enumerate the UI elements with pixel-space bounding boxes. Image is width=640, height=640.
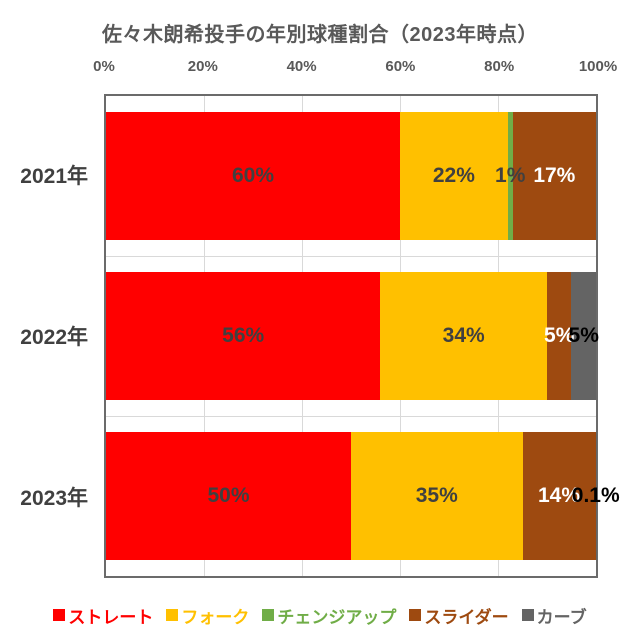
legend: ストレート フォーク チェンジアップ スライダー カーブ bbox=[0, 600, 640, 630]
legend-item: フォーク bbox=[166, 603, 249, 628]
legend-item: チェンジアップ bbox=[262, 603, 396, 628]
data-label: 17% bbox=[533, 163, 576, 187]
legend-swatch-icon bbox=[409, 609, 422, 621]
bar-segment-フォーク: 22% bbox=[400, 111, 508, 240]
legend-swatch-icon bbox=[166, 609, 179, 621]
bar-segment-ストレート: 56% bbox=[106, 271, 381, 400]
stacked-bar: 56% 34% 5% 5% bbox=[106, 271, 599, 400]
legend-swatch-icon bbox=[262, 609, 275, 621]
axis-tick-label: 100% bbox=[578, 58, 618, 75]
data-label: 14% bbox=[537, 483, 581, 507]
category-label: 2023年 bbox=[20, 487, 88, 511]
bar-row: 56% 34% 5% 5% bbox=[106, 256, 599, 416]
bar-segment-ストレート: 50% bbox=[106, 431, 351, 560]
bar-segment-スライダー: 17% bbox=[512, 111, 596, 240]
legend-label: ストレート bbox=[68, 607, 154, 627]
data-label: 35% bbox=[415, 483, 458, 507]
data-label: 0.1% bbox=[571, 483, 620, 507]
chart-title: 佐々木朗希投手の年別球種割合（2023年時点） bbox=[102, 24, 538, 46]
bar-segment-ストレート: 60% bbox=[106, 111, 400, 240]
data-label: 56% bbox=[222, 323, 265, 347]
bar-segment-フォーク: 35% bbox=[351, 431, 523, 560]
legend-item: ストレート bbox=[53, 603, 153, 628]
category-label: 2021年 bbox=[20, 164, 88, 188]
bar-segment-カーブ: 5% bbox=[568, 271, 599, 400]
bar-segment-フォーク: 34% bbox=[380, 271, 547, 400]
stacked-bar: 50% 35% 14% 0.1% bbox=[106, 431, 620, 560]
legend-swatch-icon bbox=[521, 609, 534, 621]
legend-item: スライダー bbox=[409, 603, 509, 628]
bar-row: 60% 22% 1% 17% bbox=[106, 96, 596, 256]
data-label: 1% bbox=[495, 163, 526, 187]
axis-tick-label: 60% bbox=[385, 58, 416, 75]
legend-label: スライダー bbox=[424, 607, 509, 627]
axis-tick-label: 0% bbox=[93, 58, 115, 75]
gridline-row-2 bbox=[106, 416, 596, 417]
data-label: 34% bbox=[442, 323, 485, 347]
bar-segment-チェンジアップ: 1% bbox=[495, 111, 525, 240]
bar-segment-スライダー: 14% bbox=[522, 431, 596, 560]
data-label: 60% bbox=[231, 163, 275, 187]
data-label: 50% bbox=[207, 483, 250, 507]
axis-tick-label: 20% bbox=[187, 58, 218, 75]
category-label: 2022年 bbox=[20, 325, 88, 349]
data-label: 5% bbox=[568, 323, 599, 347]
legend-label: フォーク bbox=[181, 607, 250, 627]
x-axis: 0% 20% 40% 60% 80% 100% bbox=[93, 58, 617, 80]
data-label: 22% bbox=[432, 163, 475, 187]
legend-label: チェンジアップ bbox=[277, 607, 397, 627]
axis-tick-label: 40% bbox=[286, 58, 317, 75]
legend-item: カーブ bbox=[521, 603, 587, 628]
gridline-row-1 bbox=[106, 255, 596, 257]
stacked-bar: 60% 22% 1% 17% bbox=[106, 111, 596, 240]
bar-segment-スライダー: 5% bbox=[544, 271, 575, 400]
bar-row: 50% 35% 14% 0.1% bbox=[106, 416, 620, 576]
axis-tick-label: 80% bbox=[484, 58, 515, 75]
legend-label: カーブ bbox=[536, 607, 587, 627]
legend-swatch-icon bbox=[53, 609, 66, 621]
category-labels: 2021年 2022年 2023年 bbox=[0, 94, 90, 578]
plot-area: 60% 22% 1% 17% 56% 34% 5% 5% 50% 35% 14% 0.1% bbox=[104, 94, 620, 578]
data-label: 5% bbox=[544, 323, 575, 347]
